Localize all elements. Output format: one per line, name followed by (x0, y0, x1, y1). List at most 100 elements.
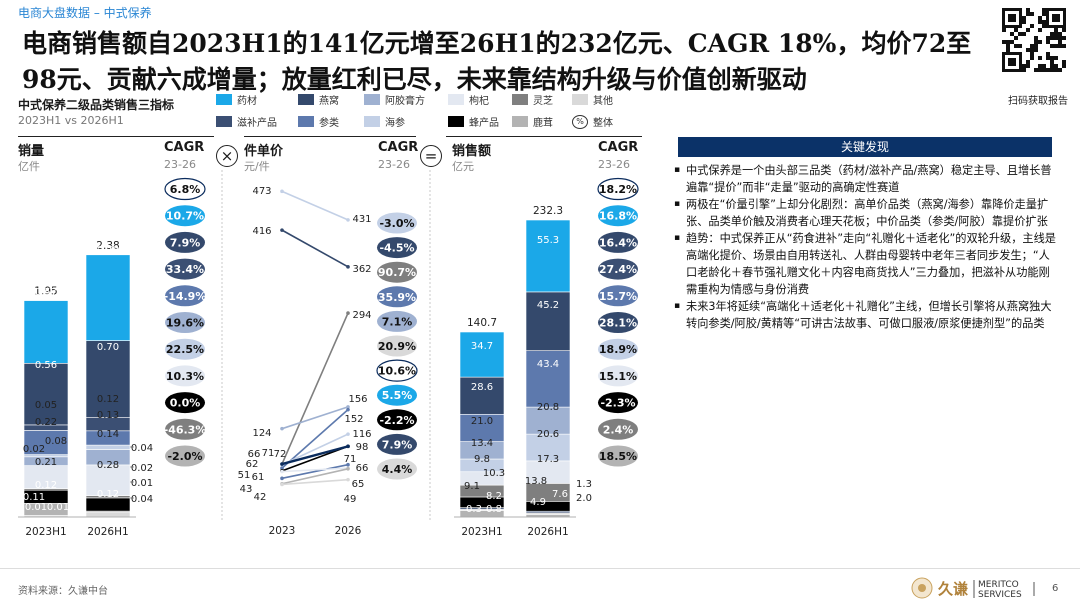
cagr-label: 6.8% (170, 183, 201, 196)
qr-module (1022, 16, 1026, 20)
category-label: 2026H1 (87, 526, 128, 538)
qr-module (1018, 44, 1022, 48)
bar-segment (525, 219, 571, 293)
bar-segment (85, 444, 131, 450)
qr-module (1038, 64, 1042, 68)
key-findings-list: 中式保养是一个由头部三品类（药材/滋补产品/燕窝）稳定主导、且增长普遍靠“提价”… (674, 162, 1058, 332)
qr-module (1046, 40, 1050, 44)
bar-segment (23, 362, 69, 426)
qr-module (1042, 24, 1046, 28)
cagr-label: 19.6% (166, 317, 204, 330)
qr-module (1058, 40, 1062, 44)
bar-segment (85, 512, 131, 518)
price-cagr-period: 23-26 (378, 158, 410, 171)
segment-value-label: 0.11 (23, 492, 45, 503)
cagr-badge (598, 312, 638, 333)
cagr-badge (377, 384, 417, 406)
qr-module (1006, 44, 1010, 48)
cagr-badge (165, 231, 205, 253)
segment-value-label: 20.8 (537, 402, 559, 413)
qr-module (1034, 36, 1038, 40)
bar-segment (525, 350, 571, 408)
divider (244, 136, 416, 137)
multiply-operator-icon: × (216, 145, 238, 167)
price-point (346, 407, 350, 412)
qr-module (1046, 52, 1050, 56)
qr-module (1046, 36, 1050, 40)
cagr-label: -4.5% (379, 242, 414, 255)
qr-module (1042, 64, 1046, 68)
key-finding-item: 两极在“价量引擎”上却分化剧烈：高单价品类（燕窝/海参）靠降价走量扩张、品类单价… (674, 196, 1058, 230)
price-end-label: 71 (344, 454, 357, 465)
legend-item: 枸杞 (448, 92, 489, 107)
qr-module (1038, 68, 1042, 72)
price-end-label: 362 (352, 264, 371, 275)
legend-item: 燕窝 (298, 92, 339, 107)
cagr-total-badge (376, 359, 418, 382)
legend-swatch (448, 116, 464, 127)
qr-module (1050, 60, 1054, 64)
segment-value-label: 0.12 (35, 480, 57, 491)
bar-segment (23, 430, 69, 455)
price-point (346, 265, 350, 269)
legend-label: 灵芝 (533, 96, 553, 107)
price-start-label: 51 (238, 470, 251, 481)
price-series-line (281, 406, 349, 430)
segment-value-label: 55.3 (537, 235, 559, 246)
cagr-badge (165, 392, 205, 414)
price-point (346, 405, 350, 409)
price-series-line (281, 445, 349, 466)
segment-outside-label: 1.3 (576, 479, 592, 490)
key-finding-item: 未来3年将延续“高端化＋适老化＋礼赠化”主线，但增长引擎将从燕窝独大转向参类/阿… (674, 298, 1058, 332)
segment-value-label: 0.01 (47, 502, 69, 513)
qr-module (1030, 12, 1034, 16)
legend-item: 参类 (298, 114, 339, 129)
legend-item: 蜂产品 (448, 114, 499, 129)
price-point (346, 432, 350, 436)
bar-total-label: 2.38 (96, 240, 119, 252)
qr-module (1026, 28, 1030, 32)
qr-finder (1052, 14, 1060, 22)
bar-total-label: 232.3 (533, 205, 563, 217)
price-start-label: 124 (252, 428, 271, 439)
segment-value-label: 34.7 (471, 341, 493, 352)
cagr-total-badge (164, 177, 206, 201)
price-end-label: 66 (356, 463, 369, 474)
cagr-badge (165, 258, 205, 280)
qr-module (1026, 12, 1030, 16)
qr-module (1050, 68, 1054, 72)
category-label: 2023H1 (461, 526, 502, 538)
page-number: 6 (1052, 583, 1059, 594)
price-end-label: 65 (352, 479, 365, 490)
cagr-label: 7.1% (382, 315, 413, 328)
qr-code[interactable]: 扫码获取报告 (1002, 8, 1068, 107)
segment-outside-label: 0.01 (131, 478, 153, 489)
volume-cagr-period: 23-26 (164, 158, 196, 171)
bar-segment (525, 433, 571, 462)
qr-module (1058, 36, 1062, 40)
cagr-badge (598, 392, 638, 414)
bar-total-label: 140.7 (467, 317, 497, 329)
cagr-badge (598, 285, 638, 307)
price-start-label: 71 (262, 448, 275, 459)
legend-item: 鹿茸 (512, 114, 553, 129)
cagr-label: 10.7% (166, 210, 204, 223)
legend-swatch (364, 116, 380, 127)
segment-value-label: 0.57 (35, 287, 57, 298)
price-series-line (281, 312, 349, 465)
qr-module (1054, 64, 1058, 68)
price-point (280, 228, 284, 232)
legend-item: 阿胶膏方 (364, 92, 425, 107)
qr-module (1022, 68, 1026, 72)
cagr-badge (377, 237, 417, 259)
legend-item: 其他 (572, 92, 613, 107)
cagr-total-badge (597, 177, 639, 201)
legend-swatch (298, 116, 314, 127)
price-end-label: 152 (344, 414, 363, 425)
divider (446, 136, 642, 137)
cagr-badge (598, 338, 638, 360)
price-series-line (281, 467, 349, 473)
brand-en-1: MERITCO (978, 580, 1019, 590)
key-findings-title: 关键发现 (678, 137, 1052, 157)
divider (18, 136, 214, 137)
